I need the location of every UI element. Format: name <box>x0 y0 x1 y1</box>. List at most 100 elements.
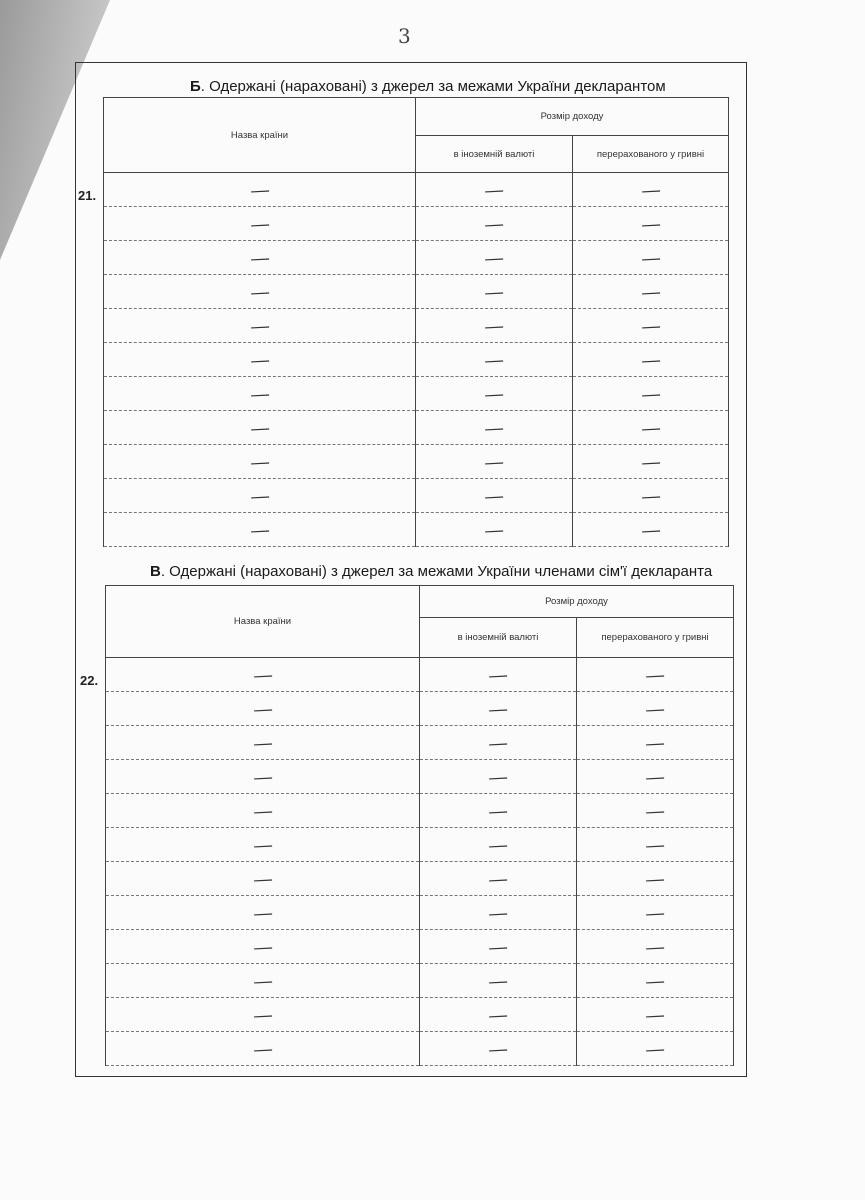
dash-mark: — <box>252 868 273 889</box>
cell-foreign-currency: — <box>419 1031 577 1066</box>
header-foreign-currency: в іноземній валюті <box>415 135 573 173</box>
cell-country: — <box>103 274 416 309</box>
header-income: Розмір доходу <box>419 585 734 618</box>
dash-mark: — <box>484 451 504 472</box>
dash-mark: — <box>484 519 504 540</box>
cell-foreign-currency: — <box>415 172 573 207</box>
table-row: — — — <box>105 691 734 726</box>
dash-mark: — <box>249 179 270 200</box>
cell-foreign-currency: — <box>419 929 577 964</box>
dash-mark: — <box>640 383 661 404</box>
section-b-title: Б. Одержані (нараховані) з джерел за меж… <box>190 78 666 95</box>
section-v-title-text: . Одержані (нараховані) з джерел за межа… <box>160 563 713 580</box>
table-row: — — — <box>105 1031 734 1066</box>
section-b-row-number: 21. <box>78 188 97 203</box>
cell-country: — <box>105 929 420 964</box>
dash-mark: — <box>484 179 504 200</box>
dash-mark: — <box>484 315 504 336</box>
table-row: — — — <box>105 963 734 998</box>
cell-uah: — <box>576 793 734 828</box>
dash-mark: — <box>645 766 665 787</box>
dash-mark: — <box>484 485 504 506</box>
header-income: Розмір доходу <box>415 97 729 136</box>
dash-mark: — <box>645 868 665 889</box>
table-row: — — — <box>105 895 734 930</box>
dash-mark: — <box>488 732 508 753</box>
dash-mark: — <box>488 800 508 821</box>
dash-mark: — <box>645 800 665 821</box>
cell-country: — <box>103 410 416 445</box>
dash-mark: — <box>252 800 273 821</box>
table-row: — — — <box>103 308 729 343</box>
header-country: Назва країни <box>103 97 416 173</box>
dash-mark: — <box>252 1004 273 1025</box>
cell-country: — <box>105 963 420 998</box>
cell-country: — <box>103 512 416 547</box>
dash-mark: — <box>488 834 508 855</box>
cell-uah: — <box>576 725 734 760</box>
cell-uah: — <box>572 274 729 309</box>
table-row: — — — <box>103 512 729 547</box>
dash-mark: — <box>645 834 665 855</box>
page-frame <box>75 62 747 1077</box>
table-row: — — — <box>103 206 729 241</box>
dash-mark: — <box>645 698 665 719</box>
dash-mark: — <box>645 970 665 991</box>
cell-uah: — <box>572 240 729 275</box>
cell-foreign-currency: — <box>419 657 577 692</box>
section-v-title: В. Одержані (нараховані) з джерел за меж… <box>150 563 712 580</box>
dash-mark: — <box>640 179 661 200</box>
page-number: 3 <box>398 24 411 48</box>
dash-mark: — <box>484 247 504 268</box>
cell-foreign-currency: — <box>415 206 573 241</box>
cell-country: — <box>103 206 416 241</box>
dash-mark: — <box>488 664 508 685</box>
dash-mark: — <box>249 383 270 404</box>
dash-mark: — <box>484 417 504 438</box>
dash-mark: — <box>252 936 273 957</box>
table-row: — — — <box>103 172 729 207</box>
table-row: — — — <box>103 444 729 479</box>
dash-mark: — <box>640 451 661 472</box>
dash-mark: — <box>645 902 665 923</box>
cell-country: — <box>105 725 420 760</box>
cell-foreign-currency: — <box>415 274 573 309</box>
header-uah: перерахованого у гривні <box>576 617 734 658</box>
dash-mark: — <box>645 936 665 957</box>
cell-country: — <box>105 759 420 794</box>
dash-mark: — <box>640 281 661 302</box>
cell-foreign-currency: — <box>419 759 577 794</box>
dash-mark: — <box>645 1004 665 1025</box>
cell-country: — <box>103 240 416 275</box>
dash-mark: — <box>484 349 504 370</box>
dash-mark: — <box>488 1004 508 1025</box>
cell-foreign-currency: — <box>415 410 573 445</box>
cell-foreign-currency: — <box>419 793 577 828</box>
table-row: — — — <box>105 657 734 692</box>
cell-uah: — <box>572 376 729 411</box>
cell-country: — <box>103 308 416 343</box>
table-row: — — — <box>103 342 729 377</box>
section-b-letter: Б <box>190 78 201 95</box>
cell-country: — <box>103 478 416 513</box>
cell-country: — <box>105 997 420 1032</box>
cell-country: — <box>103 342 416 377</box>
dash-mark: — <box>640 315 661 336</box>
cell-country: — <box>103 444 416 479</box>
cell-uah: — <box>576 1031 734 1066</box>
dash-mark: — <box>488 1038 508 1059</box>
cell-uah: — <box>576 929 734 964</box>
dash-mark: — <box>640 349 661 370</box>
dash-mark: — <box>640 213 661 234</box>
dash-mark: — <box>252 698 273 719</box>
dash-mark: — <box>249 213 270 234</box>
dash-mark: — <box>484 213 504 234</box>
dash-mark: — <box>252 766 273 787</box>
dash-mark: — <box>252 732 273 753</box>
dash-mark: — <box>640 485 661 506</box>
table-row: — — — <box>103 376 729 411</box>
cell-foreign-currency: — <box>415 308 573 343</box>
cell-foreign-currency: — <box>415 342 573 377</box>
cell-foreign-currency: — <box>419 997 577 1032</box>
cell-uah: — <box>576 759 734 794</box>
